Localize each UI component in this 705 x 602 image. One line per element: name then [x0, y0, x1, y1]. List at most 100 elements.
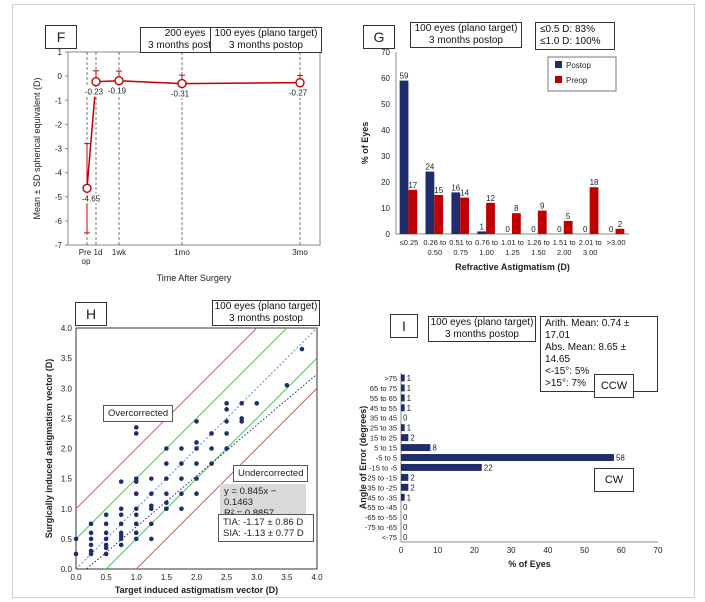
scatter-point-h-50	[179, 446, 184, 451]
scatter-point-h-24	[133, 521, 139, 527]
panel-g-box-2-line-1: ≤0.5 D: 83%	[540, 24, 595, 35]
scatter-point-h-45	[164, 506, 169, 512]
panel-letter-g: G	[363, 25, 395, 49]
bar-g-preop-8	[615, 228, 625, 234]
panel-i-box-1-line-1: 100 eyes (plano target)	[430, 317, 534, 328]
scatter-point-h-17	[118, 521, 124, 527]
data-label-f-0: -4.65	[82, 194, 101, 203]
abs-mean: Abs. Mean: 8.65 ± 14.65	[545, 342, 627, 365]
xtick-label-g-7a: 2.01 to	[579, 238, 602, 247]
trendline-h	[85, 373, 317, 569]
scatter-point-h-43	[164, 476, 169, 481]
ytick-label-f-8: -7	[55, 241, 63, 250]
scatter-point-h-48	[179, 476, 184, 481]
scatter-point-h-47	[179, 491, 184, 496]
scatter-point-h-60	[209, 431, 214, 436]
bar-label-g-preop-3: 12	[486, 194, 495, 203]
xtick-label-h-1: 0.5	[101, 573, 113, 582]
scatter-point-h-25	[133, 506, 139, 512]
scatter-point-h-51	[179, 506, 184, 512]
xtick-label-f-3: 1mo	[174, 248, 190, 257]
ytick-label-i-9: -15 to -5	[369, 463, 397, 472]
scatter-point-h-7	[88, 551, 94, 557]
scatter-point-h-39	[149, 536, 154, 542]
bar-label-i-2: 1	[407, 394, 412, 403]
bar-g-preop-0	[408, 189, 418, 234]
bar-label-g-preop-0: 17	[408, 181, 417, 190]
ylabel-g: % of Eyes	[360, 122, 370, 165]
data-label-f-4: -0.27	[289, 89, 308, 98]
scatter-point-h-18	[118, 512, 124, 518]
ytick-label-h-2: 1.0	[61, 505, 73, 514]
scatter-point-h-32	[133, 431, 139, 436]
scatter-point-h-3	[88, 542, 94, 548]
overcorrected-label: Overcorrected	[103, 405, 174, 422]
bar-i-10	[401, 473, 409, 481]
ytick-label-g-1: 10	[381, 204, 390, 213]
bar-label-i-0: 1	[407, 374, 412, 383]
scatter-point-h-52	[194, 476, 199, 481]
ytick-label-i-3: 45 to 55	[370, 404, 397, 413]
xtick-label-g-8a: >3.00	[607, 238, 626, 247]
ytick-label-f-0: 1	[58, 48, 63, 57]
data-point-f-3	[177, 78, 187, 89]
bar-label-g-preop-7: 18	[590, 178, 599, 187]
ytick-label-f-4: -3	[55, 145, 63, 154]
ytick-label-f-6: -5	[55, 193, 63, 202]
ytick-label-h-4: 2.0	[61, 445, 73, 454]
panel-letter-i: I	[390, 314, 418, 338]
xtick-label-g-4a: 1.01 to	[501, 238, 524, 247]
figure-frame	[12, 4, 695, 598]
xtick-label-h-6: 3.0	[251, 573, 263, 582]
scatter-point-h-61	[224, 446, 229, 451]
xtick-label-g-5b: 1.50	[531, 248, 546, 257]
ytick-label-i-13: -55 to -45	[365, 503, 397, 512]
data-label-bg-f-1	[84, 86, 104, 97]
xlabel-g: Refractive Astigmatism (D)	[455, 262, 570, 272]
xtick-label-g-2a: 0.51 to	[449, 238, 472, 247]
scatter-point-h-0	[73, 551, 79, 557]
xtick-label-h-0: 0.0	[70, 573, 82, 582]
bar-label-g-preop-5: 9	[540, 202, 545, 211]
bar-label-g-preop-8: 2	[618, 220, 623, 229]
xtick-label-h-8: 4.0	[311, 573, 323, 582]
xtick-label-g-1b: 0.50	[428, 248, 443, 257]
data-label-bg-f-0	[81, 193, 101, 204]
panel-i-box-1: 100 eyes (plano target) 3 months postop	[428, 316, 536, 342]
ytick-label-f-5: -4	[55, 169, 63, 178]
ccw-label: CCW	[594, 374, 634, 398]
xtick-label-g-1a: 0.26 to	[423, 238, 446, 247]
bar-label-g-postop-3: 1	[479, 222, 484, 231]
bar-label-g-postop-1: 24	[425, 163, 434, 172]
scatter-point-h-30	[133, 530, 139, 536]
panel-f-box-1-line-1: 200 eyes	[164, 28, 206, 39]
panel-g-box-1: 100 eyes (plano target) 3 months postop	[410, 22, 522, 48]
ytick-label-i-10: -25 to -15	[365, 473, 397, 482]
scatter-point-h-8	[103, 551, 109, 557]
data-label-f-3: -0.31	[171, 90, 190, 99]
panel-g-box-2: ≤0.5 D: 83% ≤1.0 D: 100%	[535, 22, 615, 50]
bar-label-i-11: 2	[410, 483, 415, 492]
ytick-label-i-14: -65 to -55	[365, 513, 397, 522]
bar-i-9	[401, 463, 482, 471]
panel-letter-h: H	[75, 302, 107, 326]
xtick-label-g-6b: 2.00	[557, 248, 572, 257]
chart-i: >75 1 65 to 75 1 55 to 65 1 45 to 55 1 35 to 45 0…	[358, 373, 663, 569]
scatter-point-h-67	[239, 401, 244, 406]
scatter-point-h-56	[194, 419, 199, 424]
legend-swatch-g-postop	[555, 61, 562, 68]
ytick-label-g-2: 20	[381, 178, 390, 187]
ytick-label-i-11: -35 to -25	[365, 483, 397, 492]
ytick-label-g-5: 50	[381, 100, 390, 109]
bar-label-i-4: 0	[403, 414, 408, 423]
arith-mean: Arith. Mean: 0.74 ± 17.01	[545, 318, 630, 341]
scatter-point-h-49	[179, 461, 184, 466]
regression-equation-line-2: R² = 0.8857	[224, 508, 302, 519]
bar-label-i-3: 1	[407, 404, 412, 413]
scatter-point-h-68	[239, 419, 244, 424]
ytick-label-i-6: 15 to 25	[370, 434, 397, 443]
bar-g-preop-1	[434, 195, 444, 234]
ytick-label-h-7: 3.5	[61, 354, 73, 363]
ytick-label-i-5: 25 to 35	[370, 424, 397, 433]
ytick-label-i-16: <-75	[382, 533, 397, 542]
